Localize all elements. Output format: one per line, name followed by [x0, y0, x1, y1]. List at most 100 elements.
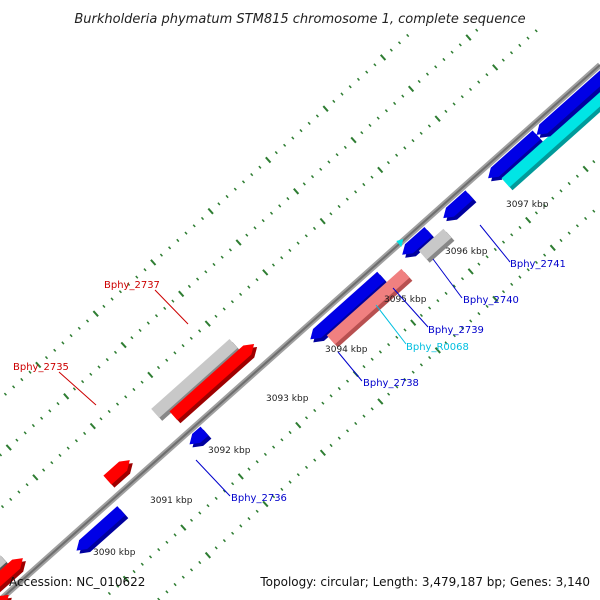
gene-body[interactable] [0, 558, 23, 599]
tick-mark [411, 370, 415, 374]
tick-mark [235, 239, 242, 246]
tick-mark [165, 590, 169, 594]
tick-mark [477, 80, 481, 84]
tick-mark [340, 92, 344, 96]
gene-body[interactable] [501, 29, 600, 188]
gene-body[interactable] [310, 271, 386, 340]
gene-bphy-2738-rev[interactable] [310, 271, 389, 343]
tick-mark [327, 160, 331, 164]
tick-mark [551, 196, 555, 200]
gene-left-red-1[interactable] [0, 558, 26, 600]
gene-label-bphy-2737[interactable]: Bphy_2737 [104, 280, 160, 291]
tick-mark [410, 319, 417, 326]
tick-mark [485, 255, 489, 259]
gene-body[interactable] [443, 190, 474, 219]
tick-mark [92, 310, 99, 317]
gene-body[interactable] [0, 594, 9, 600]
gene-bphy-2735[interactable] [103, 460, 133, 488]
gene-body[interactable] [402, 227, 433, 255]
gene-labels[interactable]: Bphy_2735 Bphy_2737 Bphy_2736 Bphy_2738 … [13, 259, 566, 504]
gene-bphy-2737[interactable] [169, 344, 258, 424]
gene-bphy-2741[interactable] [501, 29, 600, 191]
tick-mark [99, 417, 103, 421]
tick-mark [575, 174, 579, 178]
gene-features[interactable] [0, 4, 600, 600]
tick-mark [58, 453, 62, 458]
tick-mark [107, 409, 111, 414]
gene-label-bphy-2739[interactable]: Bphy_2739 [428, 325, 484, 336]
tick-mark [192, 224, 196, 228]
gene-body[interactable] [103, 460, 130, 485]
tick-mark [77, 326, 81, 330]
tick-mark [147, 371, 154, 379]
tick-mark [214, 314, 218, 318]
gene-bphy-2736-left[interactable] [76, 506, 129, 554]
gene-body[interactable] [76, 506, 126, 551]
gene-label-bphy-r0068[interactable]: Bphy_R0068 [406, 342, 469, 353]
tick-mark [225, 194, 229, 199]
tick-mark [262, 269, 269, 276]
gene-next-rev[interactable] [536, 47, 600, 138]
kbp-label-3096: 3096 kbp [445, 247, 488, 257]
tick-mark [69, 334, 73, 338]
tick-mark [526, 36, 530, 40]
gene-bphy-2736[interactable] [189, 426, 212, 448]
gene-body[interactable] [326, 268, 410, 345]
tick-mark [389, 48, 393, 52]
tick-mark [469, 319, 473, 323]
tick-mark [212, 262, 216, 267]
gene-bphy-2739[interactable] [402, 227, 436, 258]
tick-mark [272, 495, 276, 499]
tick-mark [5, 444, 12, 451]
gene-left-red-2[interactable] [0, 594, 12, 600]
tick-mark [370, 175, 374, 179]
gene-label-bphy-2740[interactable]: Bphy_2740 [463, 295, 519, 306]
tick-mark [0, 453, 3, 457]
tick-mark [280, 256, 284, 260]
tick-mark [549, 244, 556, 252]
tick-mark [362, 364, 366, 369]
tick-mark [163, 306, 167, 311]
tick-mark [452, 284, 456, 288]
tick-mark [204, 270, 208, 274]
tick-mark [444, 291, 448, 295]
gene-body[interactable] [189, 426, 209, 445]
tick-mark [189, 568, 194, 572]
tick-mark [247, 517, 251, 521]
gene-label-bphy-2735[interactable]: Bphy_2735 [13, 362, 69, 373]
gene-body[interactable] [169, 344, 255, 421]
tick-mark [345, 379, 350, 383]
tick-mark [44, 355, 49, 360]
tick-mark [280, 438, 284, 442]
gene-body[interactable] [536, 47, 600, 135]
tick-mark [387, 342, 391, 347]
gene-body[interactable] [488, 130, 541, 179]
gene-bphy-r0068[interactable] [396, 238, 404, 247]
gene-bphy-2738[interactable] [326, 268, 413, 348]
gene-bphy-2739-pseudo[interactable] [418, 228, 455, 263]
gene-label-bphy-2738[interactable]: Bphy_2738 [363, 378, 419, 389]
gene-label-bphy-2741[interactable]: Bphy_2741 [510, 259, 566, 270]
tick-mark [395, 385, 399, 389]
tick-mark [89, 372, 93, 376]
gene-bphy-2740[interactable] [443, 190, 477, 222]
gene-body[interactable] [0, 553, 7, 595]
gene-label-bphy-2736[interactable]: Bphy_2736 [231, 493, 287, 504]
gene-bphy-2737-pseudo[interactable] [151, 339, 241, 421]
tick-mark [280, 487, 284, 491]
tick-mark [468, 87, 473, 92]
tick-mark [460, 277, 465, 281]
gene-body[interactable] [418, 228, 452, 260]
accession-text: Accession: NC_010622 [9, 575, 145, 589]
tick-mark [417, 79, 421, 84]
tick-mark [15, 438, 19, 442]
tick-mark [501, 58, 505, 62]
tick-mark [85, 319, 90, 323]
gene-body[interactable] [151, 339, 238, 418]
gene-bphy-2741-rev[interactable] [488, 130, 544, 182]
tick-mark [35, 361, 42, 369]
tick-mark [450, 50, 454, 54]
tick-mark [492, 64, 499, 71]
tick-mark [107, 591, 111, 596]
